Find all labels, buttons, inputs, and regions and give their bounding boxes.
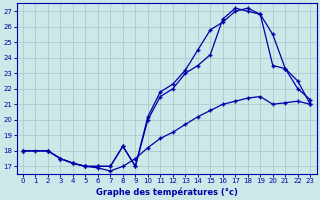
X-axis label: Graphe des températures (°c): Graphe des températures (°c) [96,187,237,197]
